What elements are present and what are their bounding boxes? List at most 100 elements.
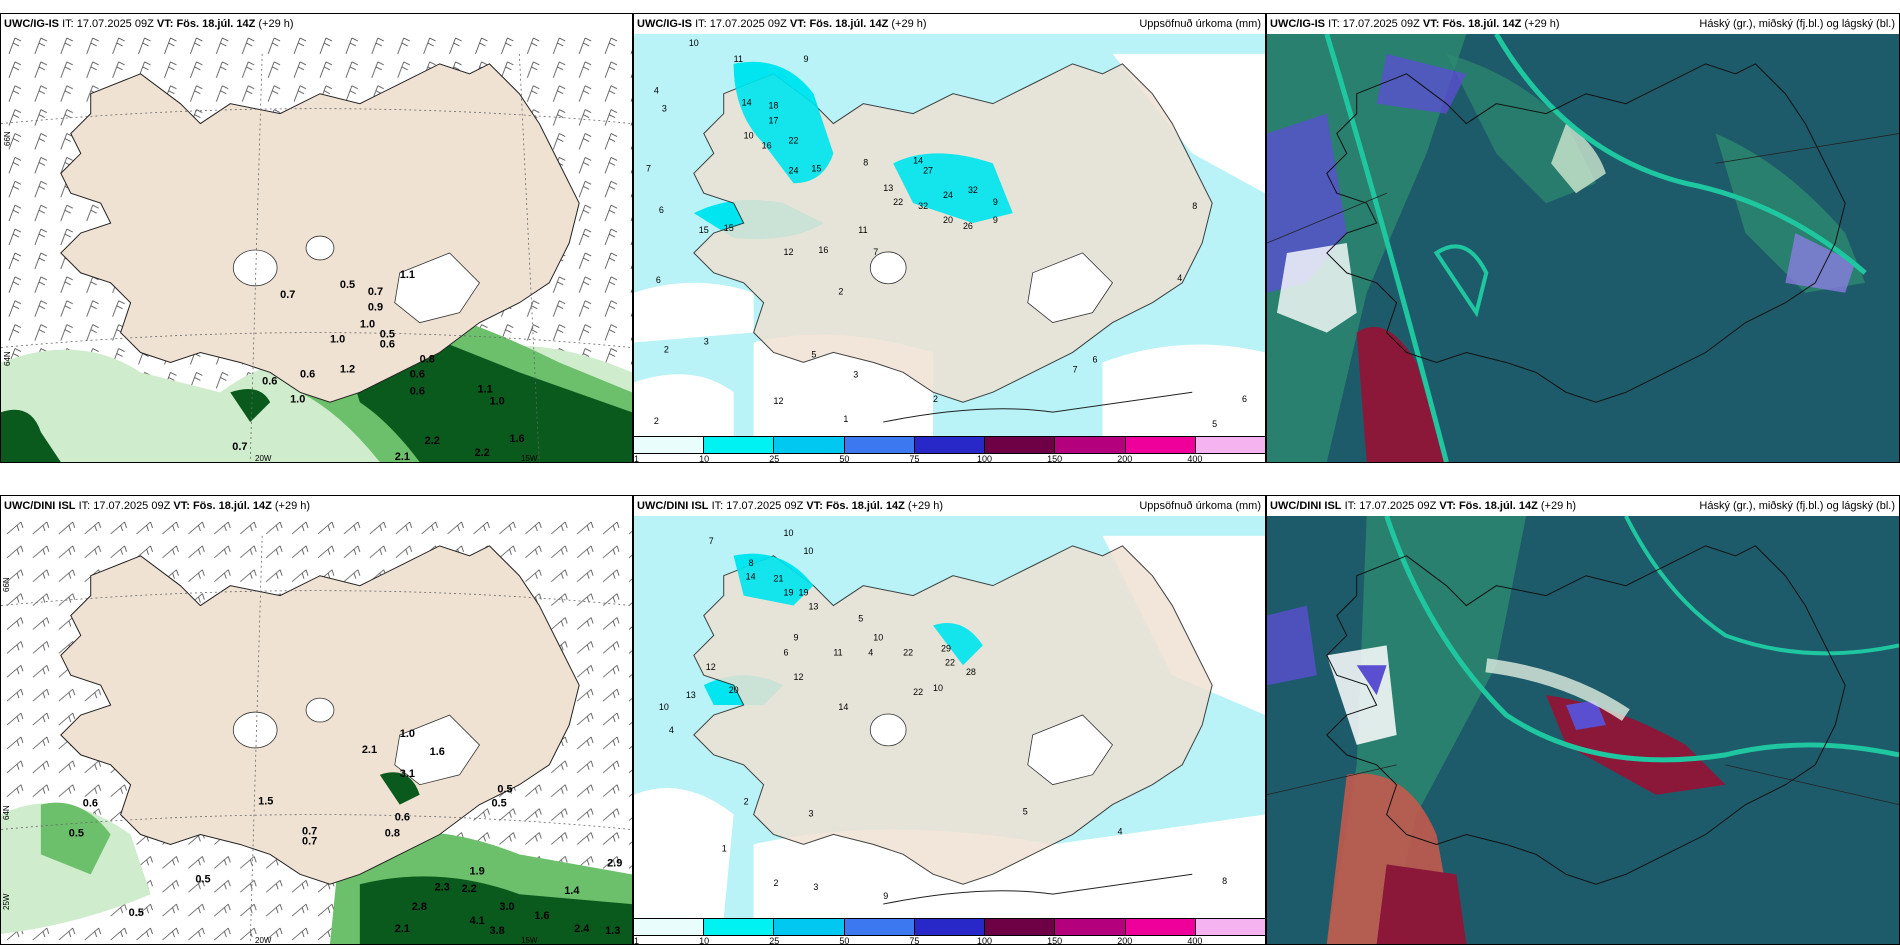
precip-value: 21: [774, 574, 784, 584]
panel-bottom-left-wind-precip: UWC/DINI ISL IT: 17.07.2025 09Z VT: Fös.…: [0, 495, 633, 945]
legend-swatch: [985, 437, 1056, 453]
precip-value: 0.7: [280, 289, 295, 301]
precip-value: 11: [858, 225, 867, 235]
precip-legend: 1 10 25 50 75 100 150 200 400: [634, 436, 1265, 462]
precip-value: 9: [993, 197, 998, 207]
precip-value: 14: [913, 155, 923, 165]
precip-value: 0.6: [300, 368, 315, 380]
legend-tick-label: 1: [634, 454, 640, 463]
precip-value: 16: [818, 245, 828, 255]
precip-value: 32: [918, 201, 928, 211]
precip-value: 1.5: [258, 796, 273, 808]
precip-value: 1: [722, 843, 727, 853]
precip-value: 12: [793, 672, 803, 682]
precip-value: 0.6: [410, 368, 425, 380]
lat-label: 66N: [2, 577, 11, 592]
accum-precip-map[interactable]: 10 10 7 8 14 21 19 19 13 9 5 10 4 22 29 …: [634, 516, 1265, 918]
precip-value: 7: [873, 247, 878, 257]
precip-value: 9: [803, 54, 808, 64]
precip-value: 7: [1073, 364, 1078, 374]
precip-value: 6: [1093, 354, 1098, 364]
precip-value: 14: [746, 572, 756, 582]
legend-tick-label: 200: [1117, 454, 1133, 463]
precip-value: 2.8: [412, 901, 427, 913]
precip-value: 24: [943, 190, 953, 200]
precip-value: 14: [742, 98, 752, 108]
precip-value: 2: [774, 878, 779, 888]
precip-value: 13: [686, 690, 696, 700]
precip-value: 0.5: [195, 873, 210, 885]
legend-tick-label: 150: [1047, 936, 1063, 945]
legend-tick-label: 10: [699, 936, 710, 945]
panel-top-mid-accum-precip: UWC/IG-IS IT: 17.07.2025 09Z VT: Fös. 18…: [633, 13, 1266, 463]
legend-tick-label: 100: [977, 936, 993, 945]
precip-value: 0.7: [302, 826, 317, 838]
legend-tick-label: 1: [634, 936, 640, 945]
precip-value: 7: [709, 536, 714, 546]
panel-subtitle: Uppsöfnuð úrkoma (mm): [1139, 18, 1261, 30]
precip-value: 0.7: [368, 286, 383, 298]
precip-value: 22: [789, 135, 799, 145]
precip-value: 1.0: [290, 393, 305, 405]
precip-value: 16: [762, 140, 772, 150]
lat-label: 25W: [2, 893, 11, 910]
precip-value: 2: [744, 797, 749, 807]
precip-value: 2.1: [362, 744, 377, 756]
precip-value: 0.5: [380, 329, 395, 341]
legend-swatch: [1195, 437, 1265, 453]
precip-value: 0.6: [395, 812, 410, 824]
panel-subtitle: Háský (gr.), miðský (fj.bl.) og lágský (…: [1699, 500, 1895, 512]
legend-tick-label: 75: [909, 936, 920, 945]
precip-value: 2: [664, 344, 669, 354]
precip-value: 4: [654, 86, 659, 96]
precip-value: 0.6: [410, 385, 425, 397]
precip-value: 29: [941, 643, 951, 653]
precip-value: 28: [966, 667, 976, 677]
accum-precip-map[interactable]: 10 11 9 14 18 17 22 10 16 24 15 8 27 13 …: [634, 34, 1265, 436]
precip-value: 0.8: [385, 828, 400, 840]
precip-value: 10: [933, 683, 943, 693]
legend-swatch: [774, 437, 845, 453]
precip-value: 0.9: [368, 302, 383, 314]
precip-value: 1.0: [330, 334, 345, 346]
precip-value: 8: [1222, 876, 1227, 886]
precip-value: 0.5: [129, 907, 144, 919]
precip-value: 1.0: [360, 319, 375, 331]
precip-value: 10: [744, 130, 754, 140]
cloud-cover-map[interactable]: [1267, 516, 1899, 944]
legend-swatch: [704, 919, 775, 935]
precip-value: 8: [863, 157, 868, 167]
precip-value: 8: [1192, 201, 1197, 211]
precip-value: 1.1: [400, 269, 415, 281]
legend-swatch: [1055, 919, 1126, 935]
precip-value: 0.5: [497, 784, 512, 796]
precip-value: 17: [769, 116, 779, 126]
precip-value: 2.1: [395, 923, 410, 935]
precip-value: 0.7: [232, 441, 247, 453]
legend-swatch: [844, 919, 915, 935]
precip-value: 6: [656, 275, 661, 285]
legend-tick-label: 200: [1117, 936, 1133, 945]
precip-value: 1.6: [534, 910, 549, 922]
precip-value: 2.1: [395, 451, 410, 462]
precip-value: 22: [945, 657, 955, 667]
precip-value: 3: [662, 104, 667, 114]
precip-value: 14: [838, 702, 848, 712]
precip-value: 3.1: [400, 768, 415, 780]
lon-label: 15W: [521, 936, 538, 945]
precip-value: 20: [943, 215, 953, 225]
precip-value: 10: [803, 546, 813, 556]
precip-value: 6: [659, 205, 664, 215]
wind-precip-map[interactable]: 1.0 2.1 1.6 3.1 0.6 0.5 1.5 0.7 0.7 0.6 …: [1, 516, 632, 944]
precip-value: 9: [993, 215, 998, 225]
legend-tick-label: 400: [1187, 454, 1203, 463]
wind-precip-map[interactable]: 0.7 0.5 0.6 1.1 0.7 0.9 1.0 0.6 0.5 0.8 …: [1, 34, 632, 462]
cloud-cover-map[interactable]: [1267, 34, 1899, 462]
precip-value: 0.5: [69, 828, 84, 840]
precip-value: 2: [838, 287, 843, 297]
precip-value: 1.4: [564, 885, 580, 897]
precip-value: 10: [689, 38, 699, 48]
precip-value: 32: [968, 185, 978, 195]
precip-value: 1.9: [470, 865, 485, 877]
lon-label: 20W: [255, 936, 272, 945]
